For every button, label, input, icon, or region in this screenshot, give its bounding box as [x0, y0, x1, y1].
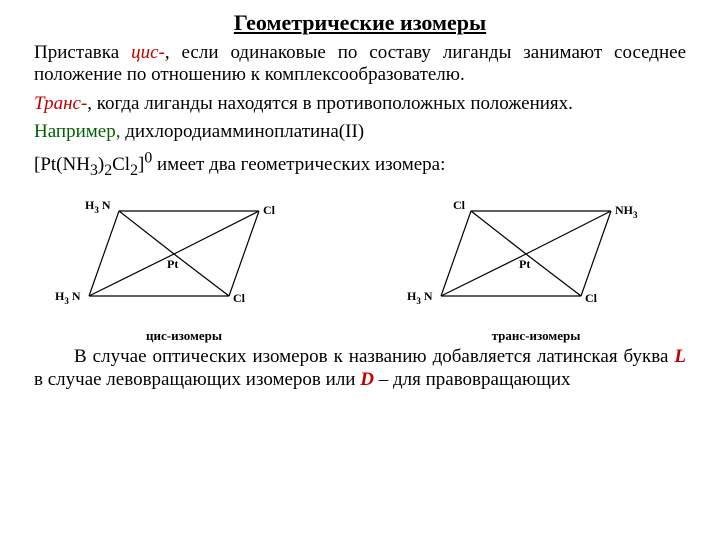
subscript: 3 — [90, 162, 98, 179]
label-cl: Cl — [585, 291, 598, 305]
text: В случае оптических изомеров к названию … — [74, 346, 674, 367]
text: [Pt(NH — [34, 154, 90, 175]
label-cl: Cl — [233, 291, 246, 305]
text: Cl — [112, 154, 130, 175]
cis-caption: цис-изомеры — [34, 328, 334, 344]
text: имеет два геометрических изомера: — [152, 154, 445, 175]
paragraph-formula: [Pt(NH3)2Cl2]0 имеет два геометрических … — [34, 150, 686, 181]
label-h3n: H3 N — [55, 289, 81, 306]
label-h3n: H3 N — [85, 198, 111, 215]
cis-diagram: Pt H3 N Cl H3 N Cl — [49, 186, 319, 326]
label-nh3: NH3 — [615, 203, 638, 220]
label-example: Например, — [34, 121, 120, 142]
text: – для правовращающих — [374, 369, 571, 390]
term-d: D — [360, 369, 374, 390]
paragraph-cis: Приставка цис-, если одинаковые по соста… — [34, 42, 686, 87]
page: Геометрические изомеры Приставка цис-, е… — [0, 0, 720, 391]
formula: [Pt(NH3)2Cl2]0 имеет два геометрических … — [34, 154, 445, 175]
cis-diagram-block: Pt H3 N Cl H3 N Cl цис-изомеры — [34, 186, 334, 344]
trans-caption: транс-изомеры — [386, 328, 686, 344]
text: Приставка — [34, 42, 131, 63]
label-cl: Cl — [263, 203, 276, 217]
paragraph-example: Например, дихлородиамминоплатина(II) — [34, 121, 686, 143]
text: , когда лиганды находятся в противополож… — [87, 93, 573, 114]
subscript: 2 — [104, 162, 112, 179]
term-l: L — [674, 346, 686, 367]
term-trans: Транс- — [34, 93, 87, 114]
text: в случае левовращающих изомеров или — [34, 369, 360, 390]
diagram-row: Pt H3 N Cl H3 N Cl цис-изомеры — [34, 186, 686, 344]
label-cl: Cl — [453, 198, 466, 212]
label-pt: Pt — [167, 257, 178, 271]
paragraph-optical: В случае оптических изомеров к названию … — [34, 346, 686, 391]
term-cis: цис- — [131, 42, 165, 63]
text: дихлородиамминоплатина(II) — [120, 121, 364, 142]
label-h3n: H3 N — [407, 289, 433, 306]
trans-diagram: Pt Cl NH3 H3 N Cl — [401, 186, 671, 326]
subscript: 2 — [130, 162, 138, 179]
page-title: Геометрические изомеры — [34, 10, 686, 36]
label-pt: Pt — [519, 257, 530, 271]
paragraph-trans: Транс-, когда лиганды находятся в против… — [34, 93, 686, 115]
trans-diagram-block: Pt Cl NH3 H3 N Cl транс-изомеры — [386, 186, 686, 344]
